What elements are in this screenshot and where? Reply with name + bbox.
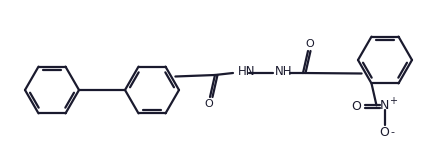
Text: O: O [205,99,213,109]
Text: O: O [351,100,362,113]
Text: HN: HN [238,65,256,77]
Text: NH: NH [275,65,292,77]
Text: N: N [380,99,389,112]
Text: -: - [391,127,395,137]
Text: +: + [389,96,397,106]
Text: O: O [306,39,314,49]
Text: O: O [380,126,389,139]
